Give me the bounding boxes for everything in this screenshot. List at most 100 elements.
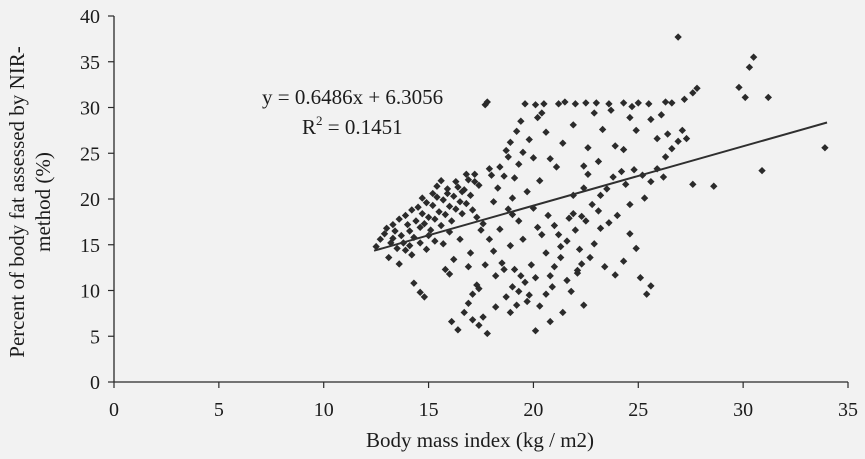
data-point (567, 287, 575, 296)
data-point (584, 144, 592, 152)
y-tick-label: 30 (80, 98, 100, 120)
data-point (454, 326, 462, 334)
data-point (496, 225, 504, 233)
y-axis-title-line-1: Percent of body fat assessed by NIR- (5, 46, 29, 357)
data-point (544, 211, 552, 220)
data-point (613, 211, 621, 220)
data-point (573, 266, 582, 275)
data-point (479, 220, 487, 228)
data-point (464, 176, 473, 184)
data-point (376, 235, 385, 243)
data-point (626, 200, 634, 209)
data-point (416, 288, 424, 297)
data-point (506, 138, 515, 146)
data-point (580, 301, 588, 309)
data-point (594, 207, 603, 215)
data-point (515, 160, 523, 168)
data-point (481, 261, 489, 269)
data-point (764, 93, 772, 102)
data-point (749, 53, 758, 61)
data-point (504, 153, 512, 161)
data-point (542, 290, 550, 298)
data-point (565, 214, 573, 222)
data-point (626, 230, 634, 238)
data-point (429, 201, 437, 210)
data-point (559, 308, 567, 317)
data-point (466, 249, 475, 257)
data-point (634, 99, 642, 107)
data-point (609, 173, 617, 181)
data-point (510, 265, 519, 274)
data-point (586, 253, 594, 262)
data-point (441, 210, 450, 219)
data-point (571, 100, 580, 108)
regression-equation: y = 0.6486x + 6.3056 (262, 85, 443, 109)
data-point (397, 231, 405, 240)
data-point (533, 223, 542, 232)
data-point (741, 93, 749, 102)
data-point (492, 272, 500, 280)
data-point (382, 224, 391, 232)
data-point (758, 166, 766, 175)
data-point (485, 165, 494, 173)
data-point (508, 194, 517, 202)
data-point (531, 101, 540, 109)
data-point (494, 184, 502, 192)
data-point (479, 313, 487, 321)
data-point (464, 299, 473, 307)
data-point (531, 274, 540, 282)
data-point (540, 100, 548, 108)
data-point (821, 144, 829, 152)
data-point (605, 219, 613, 227)
data-point (559, 139, 567, 147)
data-point (536, 302, 544, 310)
data-point (437, 177, 445, 185)
data-point (437, 221, 445, 230)
x-tick-label: 35 (838, 399, 858, 421)
data-point (487, 171, 496, 179)
data-point (391, 227, 399, 235)
data-point (611, 142, 619, 150)
y-tick-label: 35 (80, 52, 100, 74)
data-point (682, 134, 691, 143)
data-point (569, 121, 577, 129)
x-tick-label: 0 (109, 399, 119, 421)
data-point (632, 126, 640, 135)
data-point (619, 99, 628, 107)
data-point (512, 127, 521, 135)
data-point (401, 211, 410, 220)
data-point (640, 194, 649, 202)
data-point (557, 253, 565, 262)
data-point (468, 316, 477, 324)
data-point (500, 265, 508, 274)
data-point (468, 206, 477, 214)
data-point (546, 272, 554, 280)
data-point (554, 231, 563, 239)
data-point (420, 293, 429, 301)
y-tick-label: 20 (80, 189, 100, 211)
data-point (663, 130, 672, 138)
data-point (647, 177, 655, 186)
trend-line (373, 121, 828, 252)
data-point (653, 134, 661, 143)
data-point (456, 198, 464, 206)
x-tick-label: 20 (523, 399, 543, 421)
data-point (536, 177, 544, 185)
data-point (550, 263, 559, 271)
data-point (552, 163, 561, 171)
r-squared-symbol: R (302, 115, 316, 139)
data-point (626, 113, 634, 122)
data-point (647, 115, 655, 124)
data-point (557, 242, 565, 251)
data-point (521, 100, 529, 108)
data-point (445, 202, 454, 210)
data-point (485, 235, 494, 243)
data-point (395, 260, 403, 268)
data-point (498, 259, 506, 267)
data-point (512, 301, 521, 309)
data-point (420, 220, 429, 228)
data-point (433, 182, 441, 190)
data-point (590, 109, 598, 117)
data-point (619, 257, 628, 265)
data-point (519, 148, 527, 157)
